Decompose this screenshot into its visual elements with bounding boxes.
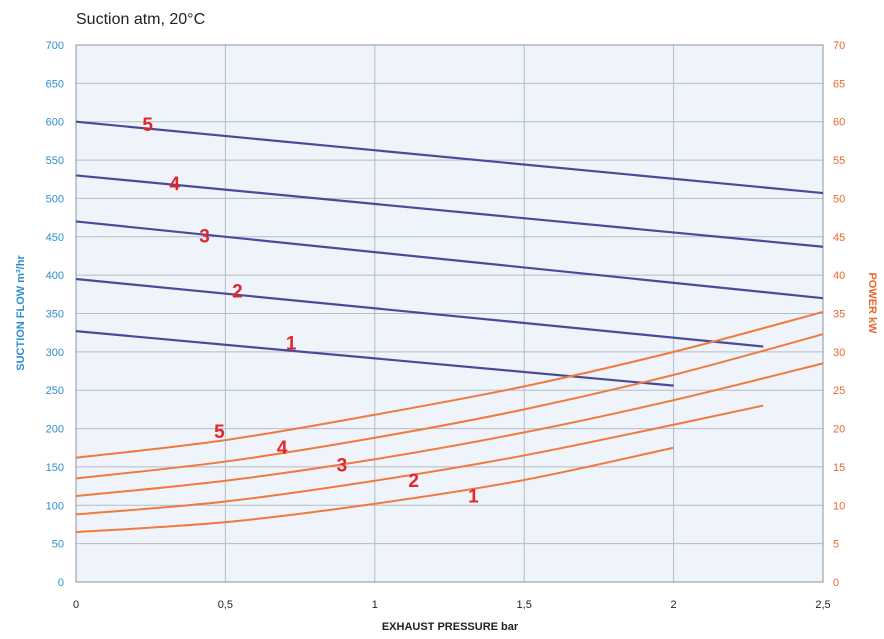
y-right-tick-label: 25 — [833, 385, 845, 397]
plot-frame — [75, 44, 824, 583]
curve-label-left-4: 4 — [169, 174, 180, 195]
y-axis-left-label: SUCTION FLOW m³/hr — [15, 255, 27, 371]
y-right-tick-label: 30 — [833, 347, 845, 359]
flow-line-4 — [75, 174, 824, 248]
y-right-tick-label: 20 — [833, 424, 845, 436]
curve-labels: 5 4 3 2 1 5 4 3 2 1 — [142, 115, 479, 507]
curve-label-left-5: 5 — [142, 115, 153, 136]
y-left-tick-label: 0 — [58, 577, 64, 589]
y-left-tick-label: 600 — [46, 117, 64, 129]
y-right-tick-label: 70 — [833, 40, 845, 52]
power-line-5 — [75, 310, 824, 459]
flow-line-3 — [75, 220, 824, 300]
y-right-tick-label: 45 — [833, 232, 845, 244]
x-tick-label: 2,5 — [815, 599, 830, 611]
curve-label-right-1: 1 — [468, 486, 479, 507]
x-axis-ticks: 0 0,5 1 1,5 2 2,5 — [73, 599, 831, 611]
curve-label-left-2: 2 — [232, 281, 243, 302]
y-left-tick-label: 100 — [46, 500, 64, 512]
x-axis-label: EXHAUST PRESSURE bar — [382, 621, 519, 633]
right-axis-ticks: 0 5 10 15 20 25 30 35 40 45 50 55 60 65 70 — [833, 40, 845, 589]
x-tick-label: 1,5 — [517, 599, 532, 611]
y-right-tick-label: 65 — [833, 78, 845, 90]
y-left-tick-label: 450 — [46, 232, 64, 244]
y-left-tick-label: 150 — [46, 462, 64, 474]
y-left-tick-label: 50 — [52, 539, 64, 551]
curve-label-left-1: 1 — [286, 334, 297, 355]
power-line-4 — [75, 333, 824, 480]
y-right-tick-label: 5 — [833, 539, 839, 551]
x-tick-label: 2 — [671, 599, 677, 611]
y-right-tick-label: 35 — [833, 309, 845, 321]
x-tick-label: 0,5 — [218, 599, 233, 611]
x-tick-label: 1 — [372, 599, 378, 611]
y-right-tick-label: 60 — [833, 117, 845, 129]
y-right-tick-label: 10 — [833, 500, 845, 512]
y-left-tick-label: 200 — [46, 424, 64, 436]
curve-label-right-3: 3 — [337, 456, 348, 477]
curve-label-right-2: 2 — [408, 471, 419, 492]
grid-lines — [75, 44, 824, 583]
power-line-2 — [75, 404, 764, 516]
y-right-tick-label: 40 — [833, 270, 845, 282]
curve-label-left-3: 3 — [199, 226, 210, 247]
y-right-tick-label: 55 — [833, 155, 845, 167]
y-left-tick-label: 350 — [46, 309, 64, 321]
curve-label-right-4: 4 — [277, 438, 288, 459]
y-left-tick-label: 550 — [46, 155, 64, 167]
flow-line-2 — [75, 277, 764, 348]
y-right-tick-label: 0 — [833, 577, 839, 589]
power-series-lines — [75, 310, 824, 534]
left-axis-ticks: 0 50 100 150 200 250 300 350 400 450 500 550 600 650 7… — [46, 40, 64, 589]
y-left-tick-label: 700 — [46, 40, 64, 52]
power-line-3 — [75, 362, 824, 498]
y-axis-right-label: POWER kW — [866, 272, 878, 334]
power-line-1 — [75, 446, 674, 534]
y-left-tick-label: 500 — [46, 193, 64, 205]
flow-line-5 — [75, 120, 824, 195]
y-right-tick-label: 15 — [833, 462, 845, 474]
chart-title: Suction atm, 20°C — [76, 11, 205, 28]
y-left-tick-label: 650 — [46, 78, 64, 90]
curve-label-right-5: 5 — [214, 422, 225, 443]
y-left-tick-label: 250 — [46, 385, 64, 397]
y-right-tick-label: 50 — [833, 193, 845, 205]
y-left-tick-label: 300 — [46, 347, 64, 359]
x-tick-label: 0 — [73, 599, 79, 611]
y-left-tick-label: 400 — [46, 270, 64, 282]
